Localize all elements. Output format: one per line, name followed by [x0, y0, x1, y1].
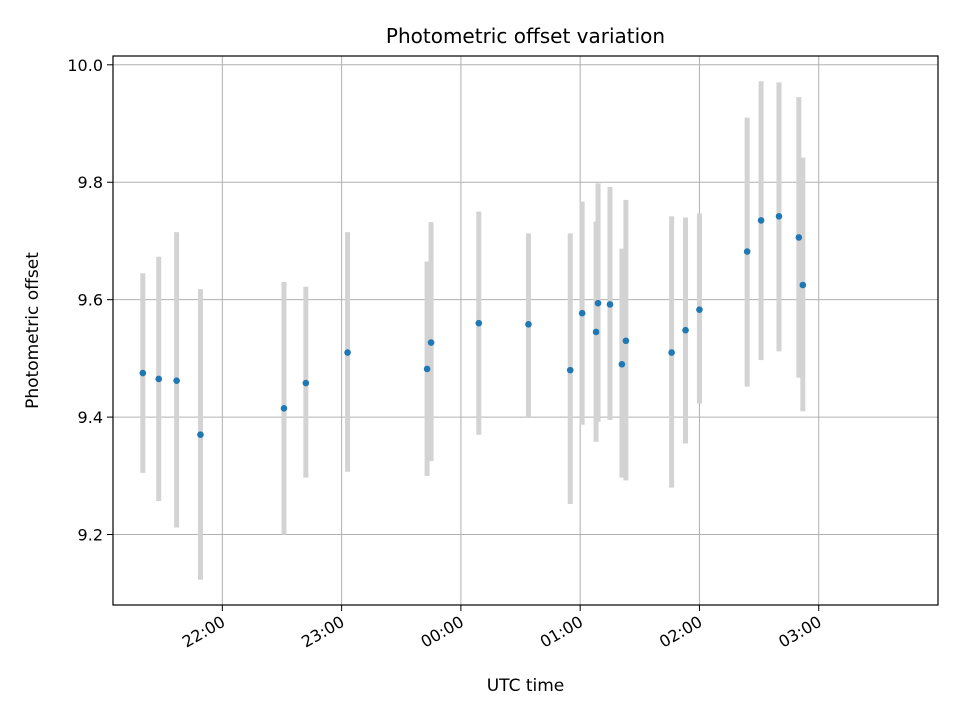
data-point	[197, 431, 204, 439]
data-point	[427, 339, 435, 346]
data-point	[799, 281, 807, 289]
y-tick-label: 9.4	[78, 408, 103, 427]
data-point	[139, 369, 147, 377]
y-tick-label: 9.2	[78, 526, 103, 545]
data-point	[566, 366, 574, 374]
data-point	[155, 375, 163, 383]
data-point	[622, 337, 630, 345]
data-point	[592, 328, 600, 336]
data-point	[757, 217, 765, 224]
x-axis-label: UTC time	[487, 676, 565, 696]
data-point	[173, 377, 180, 385]
data-point	[344, 349, 351, 356]
data-point	[618, 360, 626, 368]
plot-frame	[112, 55, 939, 606]
data-point	[775, 212, 783, 220]
data-points	[139, 212, 807, 439]
data-point	[525, 321, 532, 328]
chart-title: Photometric offset variation	[386, 24, 665, 48]
data-point	[475, 319, 483, 327]
data-point	[302, 379, 310, 387]
data-point	[280, 404, 288, 412]
data-point	[743, 248, 751, 255]
data-point	[578, 309, 586, 317]
y-axis-label: Photometric offset	[23, 252, 43, 409]
y-tick-label: 9.6	[78, 291, 103, 310]
data-point	[423, 365, 431, 373]
y-tick-label: 9.8	[78, 173, 103, 192]
data-point	[795, 234, 803, 241]
data-point	[594, 299, 602, 307]
y-tick-label: 10.0	[67, 56, 103, 75]
data-point	[696, 306, 703, 313]
data-point	[668, 349, 675, 356]
y-axis-ticks: 9.2 9.4 9.6 9.8 10.0	[67, 56, 113, 545]
data-point	[606, 301, 614, 308]
data-point	[682, 326, 689, 334]
